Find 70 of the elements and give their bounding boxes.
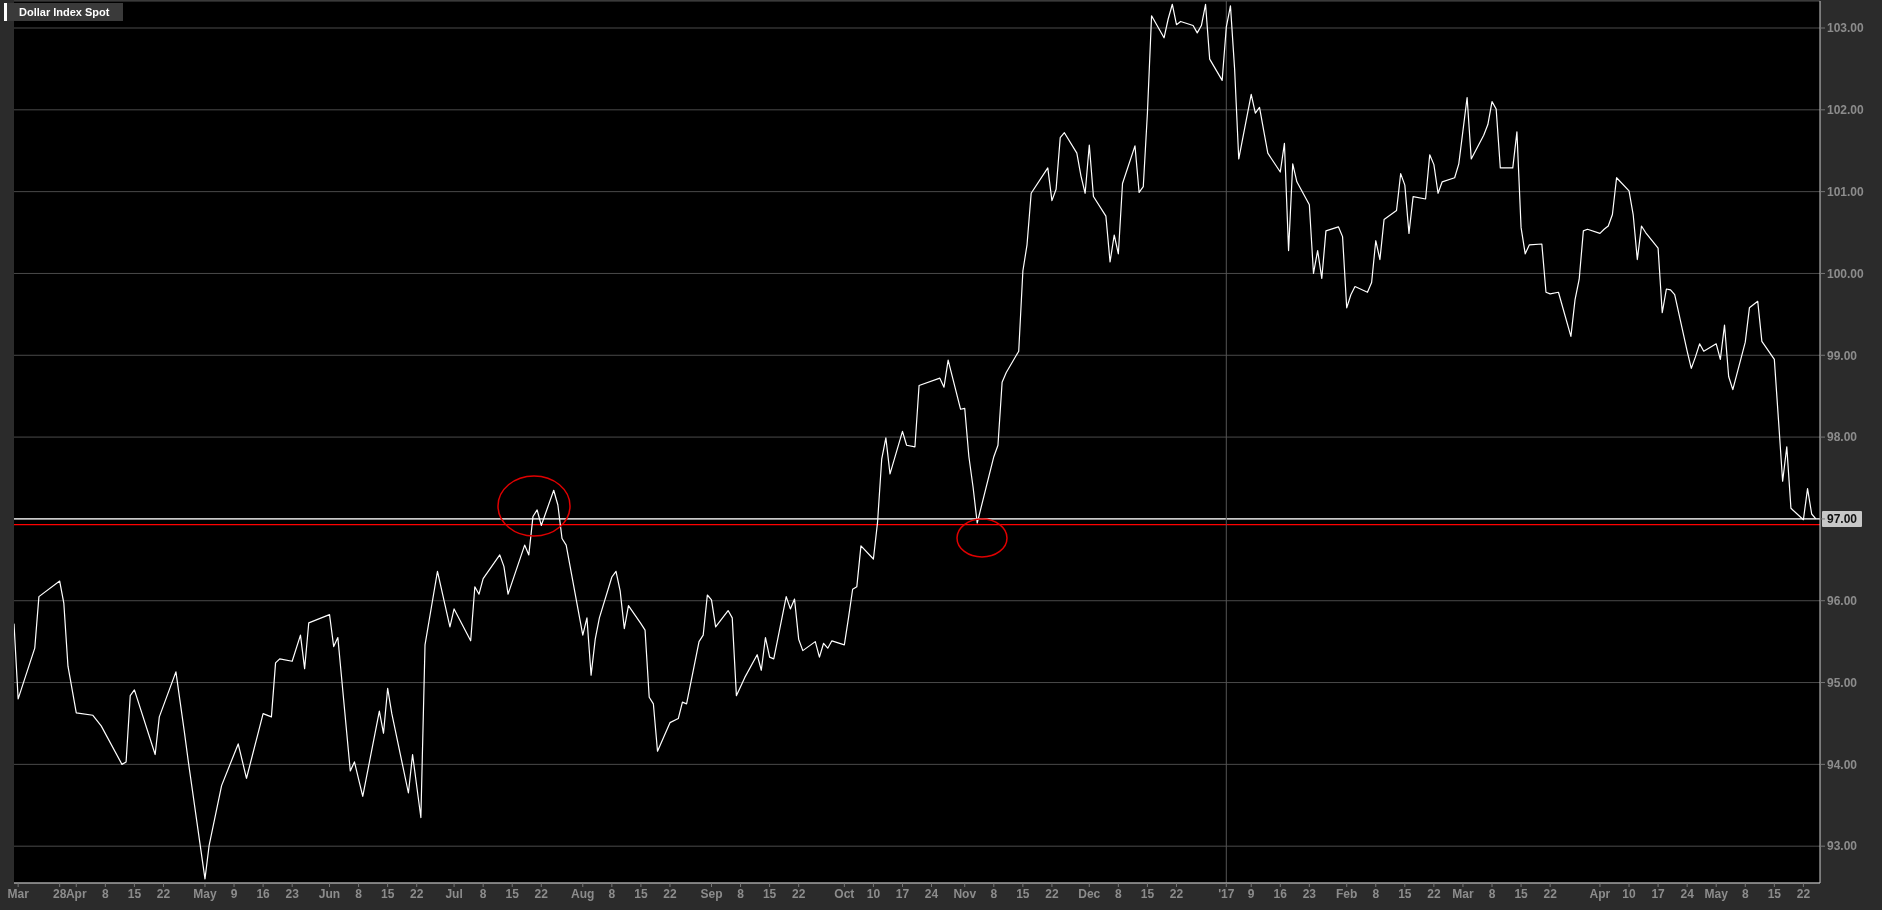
x-tick-label: Apr — [1589, 886, 1611, 901]
x-tick-label: 8 — [1372, 886, 1380, 901]
x-tick-label: Sep — [700, 886, 723, 901]
x-tick-label: 16 — [1273, 886, 1288, 901]
x-tick-label: 15 — [1767, 886, 1782, 901]
x-tick-label: 8 — [990, 886, 998, 901]
x-tick-label: Mar — [1452, 886, 1474, 901]
x-tick-label: 24 — [924, 886, 939, 901]
x-tick-label: 17 — [895, 886, 910, 901]
x-tick-label: 15 — [380, 886, 395, 901]
chart-title: Dollar Index Spot — [4, 3, 124, 21]
x-tick-label: 22 — [156, 886, 171, 901]
y-tick-label: 93.00 — [1827, 839, 1858, 854]
x-tick-label: 9 — [1247, 886, 1255, 901]
x-tick-label: 17 — [1651, 886, 1666, 901]
x-tick-label: 15 — [1514, 886, 1529, 901]
x-tick-label: 22 — [792, 886, 806, 901]
x-tick-label: 15 — [634, 886, 648, 901]
x-tick-label: May — [1704, 886, 1729, 901]
x-tick-label: 15 — [1140, 886, 1155, 901]
y-tick-label: 96.00 — [1827, 593, 1858, 608]
x-tick-label: 22 — [1796, 886, 1811, 901]
x-tick-label: Aug — [571, 886, 595, 901]
x-tick-label: Mar — [7, 886, 30, 901]
x-tick-label: 9 — [230, 886, 238, 901]
y-tick-label: 95.00 — [1827, 675, 1858, 690]
x-tick-label: 8 — [101, 886, 109, 901]
y-tick-label: 103.00 — [1827, 21, 1865, 36]
x-tick-label: '17 — [1218, 886, 1235, 901]
x-tick-label: 8 — [1488, 886, 1496, 901]
x-tick-label: 10 — [866, 886, 881, 901]
x-tick-label: Apr — [65, 886, 87, 901]
x-tick-label: 15 — [1016, 886, 1030, 901]
x-tick-label: 8 — [608, 886, 616, 901]
y-tick-label: 102.00 — [1827, 103, 1865, 118]
x-tick-label: Nov — [953, 886, 977, 901]
x-tick-label: 22 — [1169, 886, 1184, 901]
y-tick-label: 94.00 — [1827, 757, 1858, 772]
x-tick-label: 8 — [737, 886, 745, 901]
x-tick-label: Feb — [1336, 886, 1358, 901]
x-tick-label: 22 — [1045, 886, 1059, 901]
x-tick-label: 22 — [1427, 886, 1441, 901]
x-tick-label: 28 — [52, 886, 67, 901]
x-tick-label: May — [193, 886, 217, 901]
x-tick-label: 22 — [663, 886, 677, 901]
x-tick-label: Dec — [1078, 886, 1101, 901]
x-tick-label: 23 — [285, 886, 300, 901]
x-tick-label: 15 — [762, 886, 777, 901]
x-tick-label: 8 — [355, 886, 363, 901]
y-tick-label: 99.00 — [1827, 348, 1858, 363]
x-tick-label: 15 — [1398, 886, 1412, 901]
x-tick-label: 8 — [479, 886, 487, 901]
x-tick-label: 22 — [410, 886, 424, 901]
x-tick-label: 22 — [534, 886, 549, 901]
x-tick-label: 15 — [505, 886, 520, 901]
y-tick-label: 98.00 — [1827, 430, 1858, 445]
x-tick-label: 10 — [1622, 886, 1637, 901]
y-tick-label: 100.00 — [1827, 266, 1865, 281]
x-tick-label: Oct — [834, 886, 855, 901]
x-tick-label: Jul — [445, 886, 463, 901]
x-tick-label: 23 — [1302, 886, 1317, 901]
x-tick-label: 8 — [1741, 886, 1749, 901]
x-tick-label: 22 — [1543, 886, 1558, 901]
x-tick-label: 8 — [1115, 886, 1123, 901]
y-tick-label: 101.00 — [1827, 184, 1865, 199]
x-tick-label: 15 — [127, 886, 142, 901]
ref-line-label: 97.00 — [1826, 511, 1858, 526]
x-tick-label: 24 — [1680, 886, 1695, 901]
x-tick-label: Jun — [318, 886, 341, 901]
x-tick-label: 16 — [256, 886, 271, 901]
